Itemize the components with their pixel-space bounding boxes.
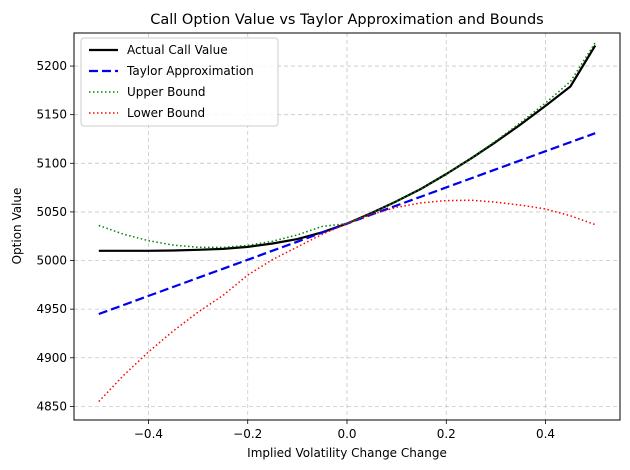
y-tick-label: 5200 xyxy=(36,59,67,73)
legend-label: Upper Bound xyxy=(127,85,206,99)
chart-title: Call Option Value vs Taylor Approximatio… xyxy=(150,12,544,28)
x-tick-label: 0.0 xyxy=(337,427,356,441)
legend: Actual Call Value Taylor Approximation Upp… xyxy=(80,37,279,127)
x-axis-label: Implied Volatility Change Change xyxy=(247,446,447,460)
y-tick-label: 5100 xyxy=(36,156,67,170)
x-tick-label: −0.2 xyxy=(233,427,262,441)
legend-label: Actual Call Value xyxy=(127,43,228,57)
grid xyxy=(74,33,620,420)
y-tick-label: 4850 xyxy=(36,399,67,413)
legend-label: Taylor Approximation xyxy=(126,64,254,78)
legend-label: Lower Bound xyxy=(127,106,205,120)
series-line-taylor-approximation xyxy=(98,132,596,316)
x-tick-label: −0.4 xyxy=(134,427,163,441)
y-axis: 4850 4900 4950 5000 5050 5100 5150 5200 xyxy=(36,59,74,413)
x-axis: −0.4 −0.2 0.0 0.2 0.4 xyxy=(134,420,555,441)
series-line-upper-bound xyxy=(98,42,596,249)
y-tick-label: 5000 xyxy=(36,254,67,268)
y-tick-label: 5050 xyxy=(36,205,67,219)
series-line-lower-bound xyxy=(98,199,596,403)
y-tick-label: 4900 xyxy=(36,351,67,365)
x-tick-label: 0.4 xyxy=(536,427,555,441)
x-tick-label: 0.2 xyxy=(437,427,456,441)
y-axis-label: Option Value xyxy=(10,188,24,265)
y-tick-label: 4950 xyxy=(36,302,67,316)
legend-box xyxy=(80,37,279,127)
y-tick-label: 5150 xyxy=(36,108,67,122)
series-group xyxy=(98,42,597,403)
